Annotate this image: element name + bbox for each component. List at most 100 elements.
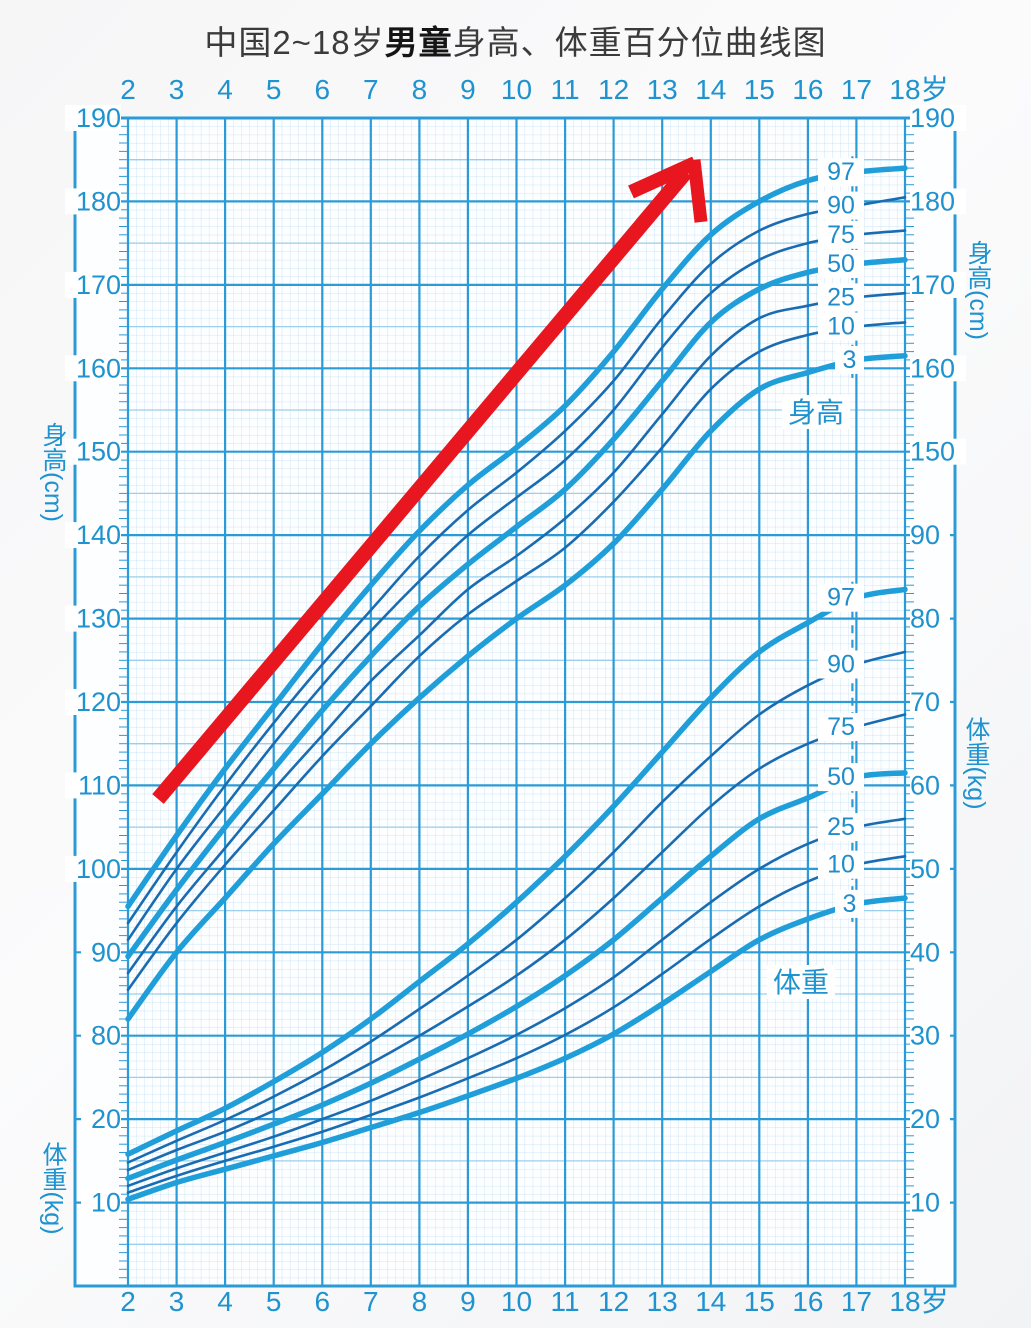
title-subject: 男童: [384, 24, 453, 61]
left-height-130: 130: [76, 604, 121, 634]
age-label-8: 8: [412, 74, 428, 105]
weight-curve-p25: [126, 817, 907, 1188]
age-label-3: 3: [169, 74, 185, 105]
height-percentile-label-p25: 25: [827, 283, 855, 311]
height-curve-p90: [126, 196, 907, 925]
right-weight-30: 30: [910, 1021, 940, 1051]
left-height-axis-title: 身高(cm): [39, 422, 67, 522]
age-label-8: 8: [412, 1286, 428, 1317]
left-weight-axis-title: 体重(kg): [39, 1141, 68, 1234]
left-height-120: 120: [76, 687, 121, 717]
left-height-190: 190: [76, 103, 121, 133]
title-suffix: 身高、体重百分位曲线图: [452, 24, 827, 61]
right-weight-60: 60: [910, 770, 940, 800]
age-label-10: 10: [501, 1286, 532, 1317]
height-curve-p25: [126, 291, 907, 975]
weight-group-label: 体重: [773, 967, 829, 998]
height-curve-p97: [125, 165, 908, 910]
age-label-18: 18岁: [889, 1286, 948, 1317]
weight-percentile-label-p50: 50: [827, 763, 855, 791]
age-label-15: 15: [744, 1286, 775, 1317]
weight-curve-p50: [125, 770, 908, 1182]
height-percentile-label-p97: 97: [827, 158, 855, 186]
age-label-15: 15: [744, 74, 775, 105]
weight-percentile-label-p75: 75: [827, 713, 855, 741]
height-curve-p3: [125, 353, 908, 1022]
left-axis-labels: 190 180 170 160 150 140 130 120 110 100 …: [65, 103, 121, 1218]
age-label-11: 11: [551, 74, 580, 105]
right-height-170: 170: [910, 270, 955, 300]
page-title: 中国2~18岁男童身高、体重百分位曲线图: [0, 16, 1031, 64]
age-label-17: 17: [841, 74, 872, 105]
weight-curves: [125, 586, 908, 1202]
left-weight-10: 10: [91, 1188, 121, 1218]
height-group-label: 身高: [788, 397, 844, 428]
weight-percentile-label-p10: 10: [827, 851, 855, 879]
age-label-4: 4: [217, 74, 233, 105]
right-weight-20: 20: [910, 1104, 940, 1134]
age-label-4: 4: [217, 1286, 233, 1317]
age-label-7: 7: [363, 1286, 379, 1317]
weight-percentile-labels: 97 90 75 50 25 10 3: [818, 583, 864, 918]
right-weight-70: 70: [910, 687, 940, 717]
left-height-140: 140: [76, 520, 121, 550]
right-weight-80: 80: [910, 604, 940, 634]
right-height-axis-title: 身高(cm): [964, 240, 992, 340]
age-label-17: 17: [841, 1286, 872, 1317]
age-label-10: 10: [501, 74, 532, 105]
left-height-100: 100: [76, 854, 121, 884]
trend-arrow: [152, 156, 708, 804]
title-prefix: 中国2~18岁: [204, 24, 385, 61]
height-percentile-label-p90: 90: [827, 192, 855, 220]
age-label-12: 12: [598, 1286, 629, 1317]
age-label-7: 7: [363, 74, 379, 105]
height-curve-p10: [126, 321, 907, 992]
weight-percentile-label-p25: 25: [827, 813, 855, 841]
height-percentile-label-p50: 50: [827, 250, 855, 278]
height-percentile-label-p3: 3: [843, 346, 857, 374]
age-label-6: 6: [315, 74, 331, 105]
height-curves: [125, 165, 908, 1022]
age-label-13: 13: [647, 1286, 678, 1317]
right-height-160: 160: [910, 353, 955, 383]
left-height-90: 90: [91, 937, 121, 967]
age-label-14: 14: [695, 74, 726, 105]
right-weight-40: 40: [910, 937, 940, 967]
age-label-18: 18岁: [889, 74, 948, 105]
age-label-9: 9: [460, 1286, 476, 1317]
age-label-13: 13: [647, 74, 678, 105]
age-label-9: 9: [460, 74, 476, 105]
age-label-5: 5: [266, 1286, 282, 1317]
age-label-5: 5: [266, 74, 282, 105]
weight-percentile-label-p3: 3: [843, 890, 857, 918]
left-height-180: 180: [76, 186, 121, 216]
height-percentile-label-p10: 10: [827, 313, 855, 341]
age-label-3: 3: [169, 1286, 185, 1317]
right-weight-axis-title: 体重(kg): [962, 716, 991, 809]
age-label-6: 6: [315, 1286, 331, 1317]
right-axis-labels: 190 180 170 160 150 90 80 70 60 50 40 30…: [910, 103, 966, 1218]
age-label-11: 11: [551, 1286, 580, 1317]
age-label-14: 14: [695, 1286, 726, 1317]
age-label-12: 12: [598, 74, 629, 105]
axis-ticks: [119, 125, 914, 1279]
weight-percentile-label-p90: 90: [827, 651, 855, 679]
age-label-16: 16: [792, 74, 823, 105]
age-axis-labels: 2 3 4 5 6 7 8 9 10 11 12 13 14 15 16 17 …: [120, 74, 948, 1317]
left-height-170: 170: [76, 270, 121, 300]
height-curve-p50: [125, 257, 908, 960]
height-curve-p75: [126, 229, 907, 942]
major-gridlines: [75, 118, 955, 1286]
left-height-110: 110: [78, 770, 121, 800]
age-label-2: 2: [120, 1286, 136, 1317]
height-percentile-label-p75: 75: [827, 221, 855, 249]
left-height-160: 160: [76, 353, 121, 383]
weight-curve-p97: [125, 586, 908, 1157]
height-percentile-labels: 97 90 75 50 25 10 3: [818, 158, 864, 374]
weight-curve-p75: [126, 713, 907, 1172]
left-height-80: 80: [91, 1021, 121, 1051]
age-label-2: 2: [120, 74, 136, 105]
right-weight-50: 50: [910, 854, 940, 884]
weight-curve-p3: [125, 895, 908, 1202]
